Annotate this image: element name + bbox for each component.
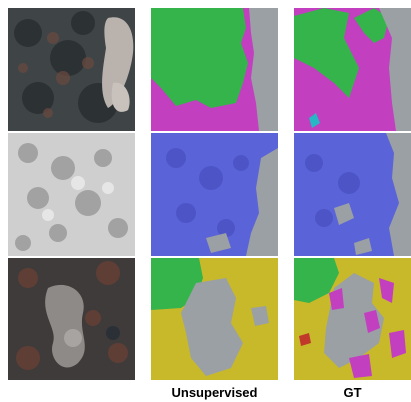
- row1-gt-mask: [294, 8, 411, 131]
- row1-unsupervised-mask: [151, 8, 278, 131]
- row2-unsupervised-mask: [151, 133, 278, 256]
- image-grid: [8, 8, 411, 380]
- row3-unsupervised-mask: [151, 258, 278, 380]
- row2-gt-mask: [294, 133, 411, 256]
- column-label-gt: GT: [343, 385, 362, 400]
- row-divider: [151, 131, 411, 133]
- column-label-unsupervised: Unsupervised: [171, 385, 258, 400]
- row2-input-image: [8, 133, 135, 256]
- row1-input-image: [8, 8, 135, 131]
- row-divider: [151, 256, 411, 258]
- row3-input-image: [8, 258, 135, 380]
- row3-gt-mask: [294, 258, 411, 380]
